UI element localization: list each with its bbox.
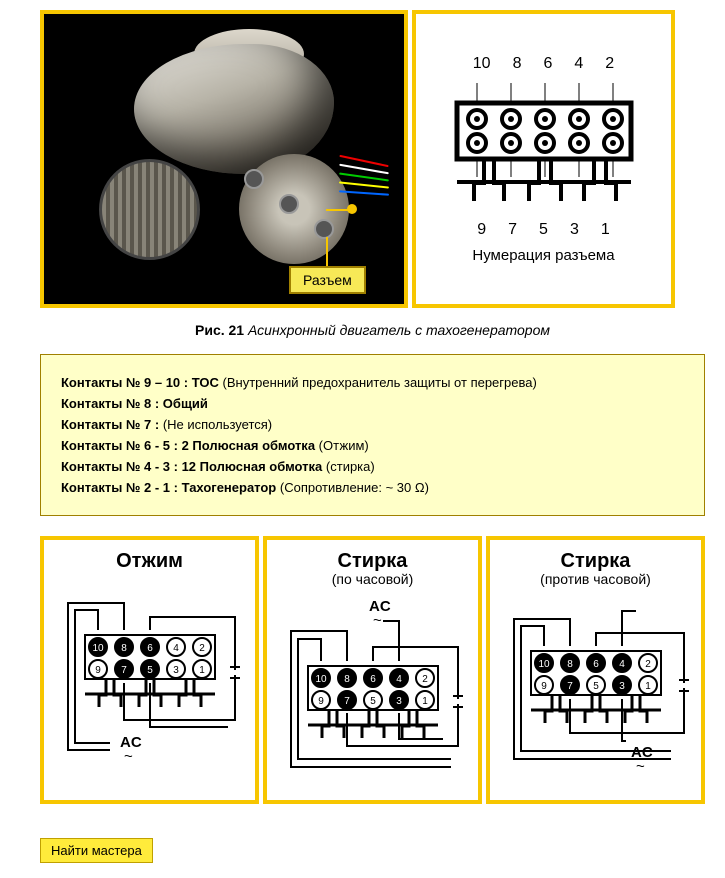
svg-text:6: 6 bbox=[593, 659, 599, 670]
svg-text:1: 1 bbox=[199, 665, 205, 676]
connector-callout-label: Разъем bbox=[289, 266, 366, 294]
svg-text:~: ~ bbox=[373, 612, 382, 629]
pin-numbers-bottom: 9 7 5 3 1 bbox=[477, 221, 610, 239]
svg-text:5: 5 bbox=[370, 696, 376, 707]
svg-text:8: 8 bbox=[121, 643, 127, 654]
svg-text:7: 7 bbox=[567, 681, 573, 692]
svg-text:7: 7 bbox=[344, 696, 350, 707]
svg-text:3: 3 bbox=[173, 665, 179, 676]
svg-text:7: 7 bbox=[121, 665, 127, 676]
figure-caption: Рис. 21 Асинхронный двигатель с тахогене… bbox=[40, 322, 705, 338]
svg-text:4: 4 bbox=[619, 659, 625, 670]
svg-text:8: 8 bbox=[344, 674, 350, 685]
contacts-info-box: Контакты № 9 – 10 : TOC (Внутренний пред… bbox=[40, 354, 705, 516]
svg-text:8: 8 bbox=[567, 659, 573, 670]
connector-diagram bbox=[439, 77, 649, 217]
svg-text:9: 9 bbox=[541, 681, 547, 692]
svg-text:6: 6 bbox=[147, 643, 153, 654]
pin-numbers-top: 10 8 6 4 2 bbox=[473, 55, 614, 73]
svg-text:3: 3 bbox=[396, 696, 402, 707]
svg-text:3: 3 bbox=[619, 681, 625, 692]
svg-text:2: 2 bbox=[199, 643, 205, 654]
top-figure-row: Разъем 10 8 6 4 2 bbox=[40, 10, 705, 308]
svg-text:9: 9 bbox=[95, 665, 101, 676]
motor-photo-panel: Разъем bbox=[40, 10, 408, 308]
svg-text:10: 10 bbox=[538, 659, 550, 670]
svg-text:6: 6 bbox=[370, 674, 376, 685]
svg-text:4: 4 bbox=[396, 674, 402, 685]
svg-text:10: 10 bbox=[315, 674, 327, 685]
connector-caption: Нумерация разъема bbox=[472, 247, 614, 264]
svg-text:~: ~ bbox=[124, 748, 133, 765]
mode-panel-spin: Отжим 10864297531 bbox=[40, 536, 259, 804]
svg-text:5: 5 bbox=[593, 681, 599, 692]
svg-text:1: 1 bbox=[645, 681, 651, 692]
svg-text:9: 9 bbox=[318, 696, 324, 707]
svg-text:2: 2 bbox=[645, 659, 651, 670]
mode-panel-wash-ccw: Стирка (против часовой) 10864297531 bbox=[486, 536, 705, 804]
find-master-button[interactable]: Найти мастера bbox=[40, 838, 153, 863]
connector-numbering-panel: 10 8 6 4 2 bbox=[412, 10, 675, 308]
svg-text:4: 4 bbox=[173, 643, 179, 654]
svg-text:5: 5 bbox=[147, 665, 153, 676]
svg-text:10: 10 bbox=[92, 643, 104, 654]
wiring-modes-row: Отжим 10864297531 bbox=[40, 536, 705, 804]
svg-text:~: ~ bbox=[636, 758, 645, 775]
svg-text:2: 2 bbox=[422, 674, 428, 685]
svg-text:1: 1 bbox=[422, 696, 428, 707]
mode-panel-wash-cw: Стирка (по часовой) 10864297531 bbox=[263, 536, 482, 804]
